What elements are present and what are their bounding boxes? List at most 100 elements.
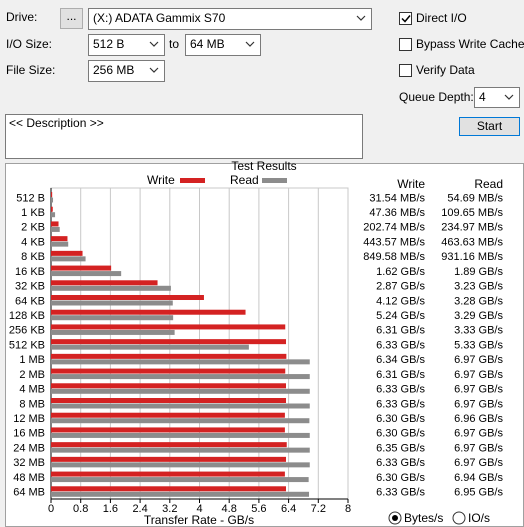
- value-label: 849.58 MB/s: [363, 251, 425, 263]
- bar: [51, 388, 310, 394]
- bar: [51, 456, 287, 462]
- start-button[interactable]: [459, 117, 520, 136]
- value-label: 2.87 GB/s: [376, 281, 425, 293]
- bar: [51, 285, 171, 291]
- bar: [51, 315, 174, 321]
- y-tick-label: 512 KB: [9, 339, 45, 351]
- bar: [51, 192, 53, 197]
- bar: [51, 432, 310, 438]
- value-label: 47.36 MB/s: [369, 207, 425, 219]
- dropdown-arrow: [356, 15, 366, 21]
- checkbox[interactable]: [399, 64, 412, 77]
- bar: [51, 442, 287, 448]
- y-tick-label: 2 MB: [19, 369, 45, 381]
- io-to-dropdown[interactable]: [185, 34, 261, 56]
- checkbox[interactable]: [399, 12, 412, 25]
- radio-dot: [392, 515, 398, 521]
- dropdown-arrow: [149, 41, 159, 47]
- bar: [51, 329, 175, 335]
- value-label: 6.97 GB/s: [454, 428, 503, 440]
- value-label: 6.95 GB/s: [454, 487, 503, 499]
- io-size-label: I/O Size:: [6, 37, 52, 51]
- io-to-value: 64 MB: [190, 37, 225, 51]
- bar: [51, 295, 204, 300]
- bar: [51, 491, 310, 497]
- dropdown-arrow: [245, 41, 255, 47]
- x-axis-label: Transfer Rate - GB/s: [144, 513, 254, 527]
- checkbox-label: Bypass Write Cache: [416, 37, 524, 51]
- browse-button[interactable]: [60, 8, 83, 29]
- y-tick-label: 64 KB: [15, 295, 45, 307]
- bar: [51, 398, 287, 403]
- io-from-value: 512 B: [93, 37, 124, 51]
- start-button-text: Start: [477, 119, 503, 133]
- bar: [51, 403, 310, 409]
- value-label: 6.34 GB/s: [376, 354, 425, 366]
- bar: [51, 462, 310, 468]
- bar: [51, 300, 173, 306]
- bar: [51, 212, 56, 218]
- drive-label: Drive:: [6, 10, 37, 24]
- y-tick-label: 64 MB: [13, 487, 45, 499]
- value-label: 6.97 GB/s: [454, 457, 503, 469]
- value-label: 5.24 GB/s: [376, 310, 425, 322]
- description-text: << Description >>: [9, 116, 104, 130]
- io-from-dropdown[interactable]: [88, 34, 165, 56]
- table-header: Read: [474, 177, 503, 191]
- bar: [51, 339, 287, 345]
- bar: [51, 250, 83, 256]
- y-tick-label: 2 KB: [21, 222, 45, 234]
- y-tick-label: 32 MB: [13, 457, 45, 469]
- y-tick-label: 256 KB: [9, 325, 45, 337]
- value-label: 3.29 GB/s: [454, 310, 503, 322]
- value-label: 6.97 GB/s: [454, 442, 503, 454]
- value-label: 1.62 GB/s: [376, 266, 425, 278]
- checkbox-label: Direct I/O: [416, 11, 467, 25]
- x-tick-label: 4: [196, 503, 202, 515]
- bar: [51, 477, 309, 483]
- checkbox-label: Verify Data: [416, 63, 475, 77]
- value-label: 6.97 GB/s: [454, 384, 503, 396]
- file-size-label: File Size:: [6, 63, 55, 77]
- value-label: 6.30 GB/s: [376, 413, 425, 425]
- radio-label: Bytes/s: [404, 511, 443, 525]
- queue-depth-dropdown[interactable]: [474, 87, 520, 108]
- radio-button[interactable]: [452, 511, 466, 525]
- bar: [51, 353, 287, 359]
- value-label: 6.97 GB/s: [454, 398, 503, 410]
- checkbox[interactable]: [399, 38, 412, 51]
- table-header: Write: [397, 177, 425, 191]
- value-label: 6.33 GB/s: [376, 398, 425, 410]
- y-tick-label: 128 KB: [9, 310, 45, 322]
- value-label: 6.30 GB/s: [376, 428, 425, 440]
- y-tick-label: 16 MB: [13, 428, 45, 440]
- value-label: 6.35 GB/s: [376, 442, 425, 454]
- bar: [51, 374, 310, 380]
- bar: [51, 359, 310, 365]
- y-tick-label: 24 MB: [13, 442, 45, 454]
- bar: [51, 271, 122, 277]
- y-tick-label: 1 MB: [19, 354, 45, 366]
- queue-depth-value: 4: [479, 90, 486, 104]
- file-size-dropdown[interactable]: [88, 60, 165, 82]
- y-tick-label: 8 MB: [19, 398, 45, 410]
- bar: [51, 236, 68, 242]
- browse-button-text: ...: [66, 9, 76, 23]
- x-tick-label: 3.2: [162, 503, 177, 515]
- dropdown-arrow: [504, 94, 514, 100]
- value-label: 6.33 GB/s: [376, 339, 425, 351]
- y-tick-label: 512 B: [16, 192, 45, 204]
- drive-dropdown[interactable]: [88, 8, 372, 30]
- chart-title: Test Results: [231, 159, 296, 173]
- x-tick-label: 7.2: [311, 503, 326, 515]
- bar: [51, 309, 246, 315]
- description-box[interactable]: [5, 114, 363, 159]
- x-tick-label: 0: [48, 503, 54, 515]
- x-tick-label: 2.4: [132, 503, 147, 515]
- bar: [51, 383, 287, 389]
- y-tick-label: 32 KB: [15, 281, 45, 293]
- y-tick-label: 1 KB: [21, 207, 45, 219]
- x-tick-label: 8: [345, 503, 351, 515]
- legend-label: Read: [230, 173, 259, 187]
